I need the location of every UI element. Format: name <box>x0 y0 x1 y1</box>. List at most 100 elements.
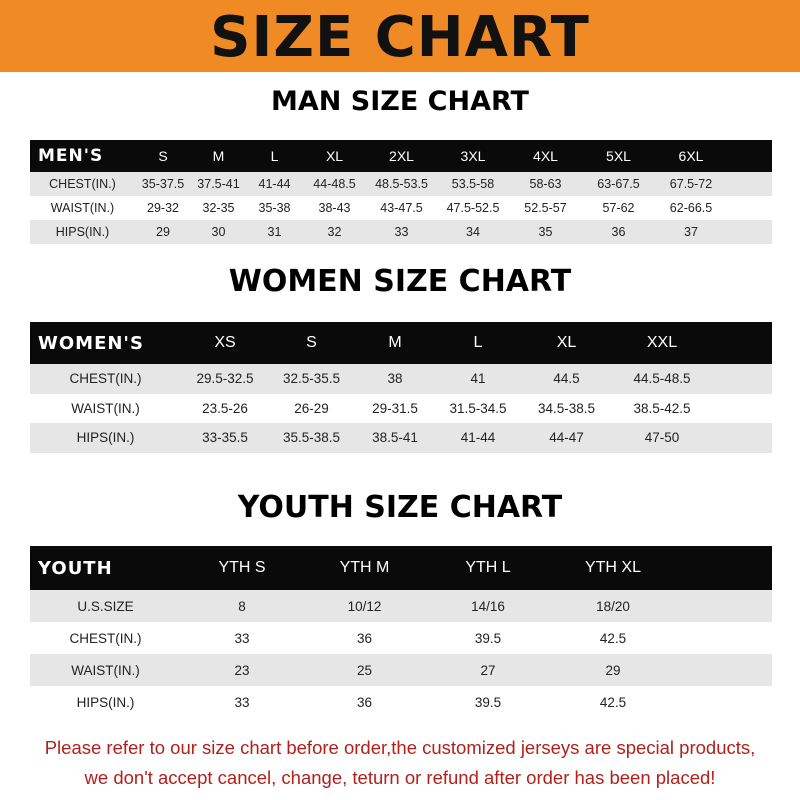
measurement-value: 35.5-38.5 <box>282 430 341 446</box>
size-header: L <box>473 334 483 351</box>
youth-section-title: YOUTH SIZE CHART <box>237 490 563 525</box>
measurement-label: HIPS(IN.) <box>76 430 135 446</box>
table-row: U.S.SIZE 8 10/12 14/16 18/20 <box>30 590 772 622</box>
table-row: CHEST(IN.) 29.5-32.5 32.5-35.5 38 41 44.5 44.5… <box>30 364 772 394</box>
notice-line-2: we don't accept cancel, change, teturn o… <box>84 767 716 788</box>
measurement-value: 42.5 <box>599 694 627 710</box>
measurement-value: 23.5-26 <box>202 400 248 416</box>
measurement-value: 35-37.5 <box>141 177 185 191</box>
row-spacer <box>727 172 772 196</box>
youth-size-table: YOUTH YTH S YTH M YTH L YTH XL U.S.SIZE 8 10/12… <box>30 546 772 718</box>
measurement-value: 42.5 <box>599 630 627 646</box>
measurement-value: 29-31.5 <box>372 400 418 416</box>
measurement-value: 47.5-52.5 <box>446 201 500 215</box>
measurement-value: 44-48.5 <box>313 177 356 191</box>
measurement-value: 32-35 <box>202 201 235 215</box>
table-category-label: WOMEN'S <box>38 332 144 354</box>
measurement-value: 29 <box>156 225 170 239</box>
men-section-title: MAN SIZE CHART <box>271 86 529 117</box>
measurement-value: 31 <box>267 225 282 239</box>
measurement-value: 44.5 <box>553 371 580 387</box>
measurement-value: 29 <box>605 662 621 678</box>
size-header: S <box>306 334 317 351</box>
header-banner: SIZE CHART <box>0 0 800 72</box>
measurement-value: 25 <box>356 662 373 678</box>
measurement-value: 39.5 <box>474 694 502 710</box>
measurement-value: 10/12 <box>347 598 382 614</box>
measurement-value: 36 <box>611 225 626 239</box>
measurement-value: 36 <box>356 694 373 710</box>
table-header-row: MEN'S S M L XL 2XL 3XL 4XL 5XL 6XL <box>30 140 772 172</box>
measurement-label: WAIST(IN.) <box>50 201 115 215</box>
measurement-value: 29-32 <box>147 201 179 215</box>
size-header: XL <box>556 334 577 351</box>
measurement-value: 43-47.5 <box>380 201 423 215</box>
measurement-value: 33 <box>394 225 409 239</box>
row-spacer <box>676 654 772 686</box>
table-category-label: YOUTH <box>38 557 113 579</box>
measurement-label: CHEST(IN.) <box>49 177 116 191</box>
table-header-row: YOUTH YTH S YTH M YTH L YTH XL <box>30 546 772 590</box>
women-section-title: WOMEN SIZE CHART <box>228 264 572 299</box>
size-header: XXL <box>646 334 678 351</box>
size-header: YTH S <box>218 559 266 576</box>
measurement-value: 41-44 <box>460 430 496 446</box>
measurement-value: 27 <box>480 662 496 678</box>
table-row: WAIST(IN.) 29-32 32-35 35-38 38-43 43-47.5 47.… <box>30 196 772 220</box>
measurement-value: 53.5-58 <box>451 177 495 191</box>
measurement-label: WAIST(IN.) <box>71 662 140 678</box>
size-header: 2XL <box>389 148 414 164</box>
measurement-value: 14/16 <box>471 598 505 614</box>
women-size-table: WOMEN'S XS S M L XL XXL CHEST(IN.) 29.5-32.5 32.5… <box>30 322 772 453</box>
measurement-value: 38.5-42.5 <box>633 400 691 416</box>
measurement-value: 44.5-48.5 <box>633 371 691 387</box>
size-header: YTH M <box>339 559 390 576</box>
measurement-value: 34.5-38.5 <box>537 400 596 416</box>
size-header: YTH XL <box>584 559 641 576</box>
measurement-value: 52.5-57 <box>524 201 567 215</box>
measurement-label: CHEST(IN.) <box>69 630 142 646</box>
men-size-table: MEN'S S M L XL 2XL 3XL 4XL 5XL 6XL CHEST(IN.) 35-37… <box>30 140 772 244</box>
measurement-label: HIPS(IN.) <box>76 694 135 710</box>
row-spacer <box>727 220 772 244</box>
measurement-value: 67.5-72 <box>669 177 713 191</box>
size-header: M <box>212 148 225 164</box>
measurement-value: 35 <box>538 225 553 239</box>
row-spacer <box>676 622 772 654</box>
measurement-value: 39.5 <box>474 630 502 646</box>
measurement-label: U.S.SIZE <box>77 598 134 614</box>
notice-line-1: Please refer to our size chart before or… <box>44 737 756 758</box>
table-row: CHEST(IN.) 35-37.5 37.5-41 41-44 44-48.5 48.5… <box>30 172 772 196</box>
header-spacer <box>676 546 772 590</box>
row-spacer <box>711 394 772 424</box>
measurement-value: 33 <box>234 694 250 710</box>
table-header-row: WOMEN'S XS S M L XL XXL <box>30 322 772 364</box>
measurement-value: 37.5-41 <box>197 177 240 191</box>
measurement-value: 38 <box>387 371 403 387</box>
measurement-value: 62-66.5 <box>669 201 713 215</box>
measurement-value: 38-43 <box>318 201 351 215</box>
measurement-value: 32.5-35.5 <box>282 371 341 387</box>
measurement-value: 31.5-34.5 <box>449 400 507 416</box>
measurement-label: CHEST(IN.) <box>69 371 142 387</box>
table-row: WAIST(IN.) 23 25 27 29 <box>30 654 772 686</box>
row-spacer <box>676 686 772 718</box>
size-header: L <box>270 148 279 164</box>
size-header: 3XL <box>460 148 486 164</box>
header-spacer <box>711 322 772 364</box>
measurement-value: 26-29 <box>294 400 329 416</box>
measurement-value: 58-63 <box>529 177 562 191</box>
order-notice: Please refer to our size chart before or… <box>0 733 800 793</box>
measurement-label: WAIST(IN.) <box>71 400 140 416</box>
measurement-value: 32 <box>327 225 342 239</box>
table-row: HIPS(IN.) 29 30 31 32 33 34 35 36 37 <box>30 220 772 244</box>
measurement-value: 57-62 <box>602 201 635 215</box>
size-header: YTH L <box>465 559 511 576</box>
size-header: 6XL <box>678 148 704 164</box>
table-row: WAIST(IN.) 23.5-26 26-29 29-31.5 31.5-34.5 34… <box>30 394 772 424</box>
measurement-value: 37 <box>684 225 698 239</box>
row-spacer <box>727 196 772 220</box>
measurement-value: 33 <box>234 630 250 646</box>
measurement-value: 41 <box>470 371 486 387</box>
size-header: 5XL <box>606 148 631 164</box>
